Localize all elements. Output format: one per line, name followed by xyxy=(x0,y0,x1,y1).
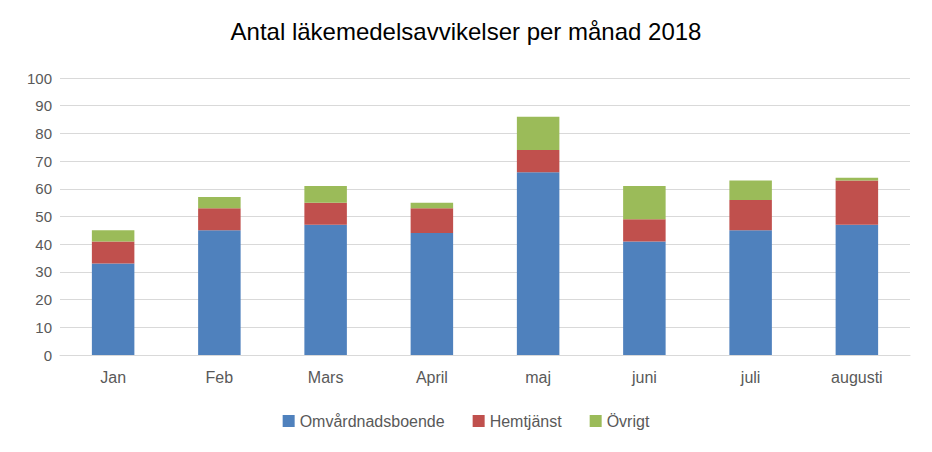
svg-text:Mars: Mars xyxy=(308,369,344,386)
svg-text:40: 40 xyxy=(35,236,52,253)
svg-text:juli: juli xyxy=(740,369,761,386)
svg-text:Antal läkemedelsavvikelser per: Antal läkemedelsavvikelser per månad 201… xyxy=(231,18,702,45)
svg-text:60: 60 xyxy=(35,180,52,197)
svg-text:Jan: Jan xyxy=(100,369,126,386)
svg-text:maj: maj xyxy=(525,369,551,386)
svg-text:20: 20 xyxy=(35,291,52,308)
svg-text:10: 10 xyxy=(35,319,52,336)
svg-text:90: 90 xyxy=(35,97,52,114)
svg-text:50: 50 xyxy=(35,208,52,225)
svg-text:0: 0 xyxy=(44,347,52,364)
svg-text:Feb: Feb xyxy=(206,369,234,386)
svg-text:80: 80 xyxy=(35,125,52,142)
svg-text:April: April xyxy=(416,369,448,386)
svg-text:juni: juni xyxy=(631,369,657,386)
svg-text:augusti: augusti xyxy=(831,369,883,386)
svg-text:100: 100 xyxy=(27,70,52,87)
svg-text:Hemtjänst: Hemtjänst xyxy=(490,413,563,430)
svg-text:70: 70 xyxy=(35,153,52,170)
svg-text:30: 30 xyxy=(35,263,52,280)
svg-text:Övrigt: Övrigt xyxy=(607,413,650,430)
svg-text:Omvårdnadsboende: Omvårdnadsboende xyxy=(300,413,445,430)
